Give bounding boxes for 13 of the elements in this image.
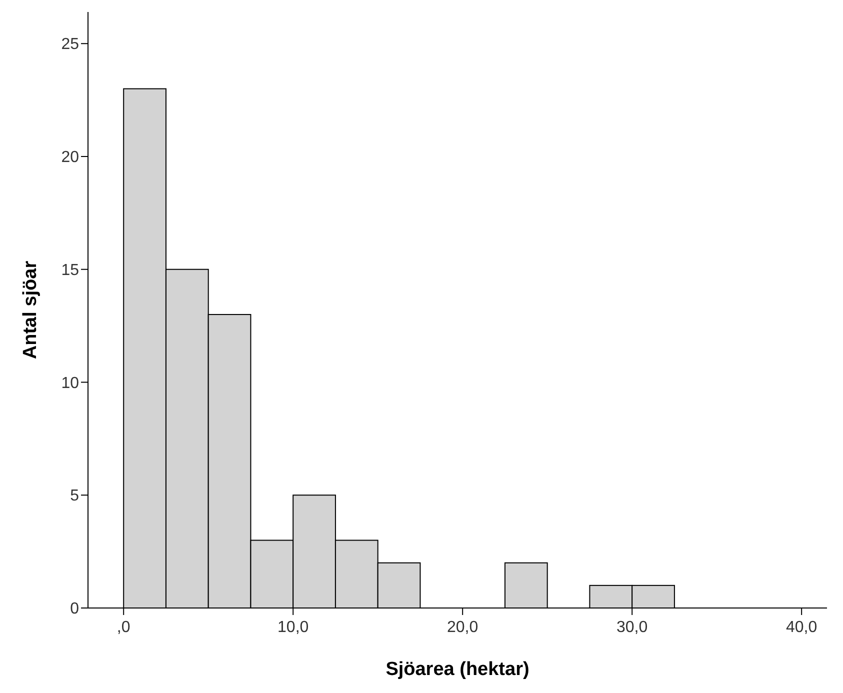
y-tick-label: 25 [61,36,80,54]
x-tick-label: 30,0 [616,619,648,636]
y-axis-title: Antal sjöar [20,260,41,360]
x-tick-label: 20,0 [447,619,478,636]
y-tick-label: 0 [70,600,80,618]
x-tick-label: 10,0 [278,619,309,636]
x-tick-label: ,0 [116,619,130,636]
x-axis-title: Sjöarea (hektar) [386,659,530,680]
y-tick-label: 20 [61,149,80,166]
y-tick-label: 15 [61,262,80,279]
y-tick-label: 10 [61,374,80,392]
x-tick-label: 40,0 [786,619,818,636]
y-tick-label: 5 [70,488,80,505]
